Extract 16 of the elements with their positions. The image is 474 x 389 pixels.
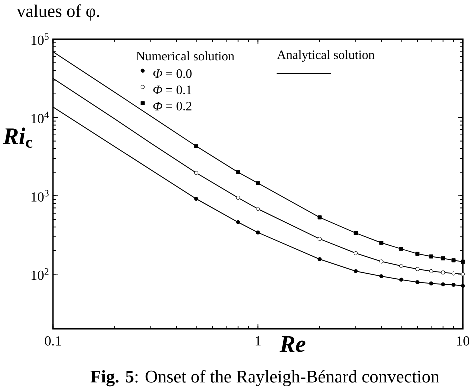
y-tick-label: 10$^{2}$ (32, 268, 49, 280)
y-tick-label: 10$^{5}$ (32, 33, 49, 46)
x-axis-title: Re (280, 336, 306, 352)
y-tick-label: 10$^{3}$ (32, 190, 49, 202)
legend-label: Analytical solution (277, 50, 375, 62)
text: values of φ. (16, 4, 100, 21)
y-tick-label: 10$^{4}$ (32, 112, 50, 124)
x-tick-label: 0.1 (45, 336, 62, 346)
text: Fig. 5: Onset of the Rayleigh-Bénard convection (90, 370, 440, 386)
legend-label: Φ = 0.1 (154, 86, 192, 94)
legend-title: Numerical solution (136, 52, 235, 61)
legend-label: Φ = 0.0 (154, 69, 192, 78)
x-tick-label: 1 (256, 336, 261, 346)
legend-label: Φ = 0.2 (154, 102, 192, 111)
x-tick-label: 10 (457, 336, 470, 346)
y-axis-title: Ri$_{c}$ (3, 128, 33, 148)
